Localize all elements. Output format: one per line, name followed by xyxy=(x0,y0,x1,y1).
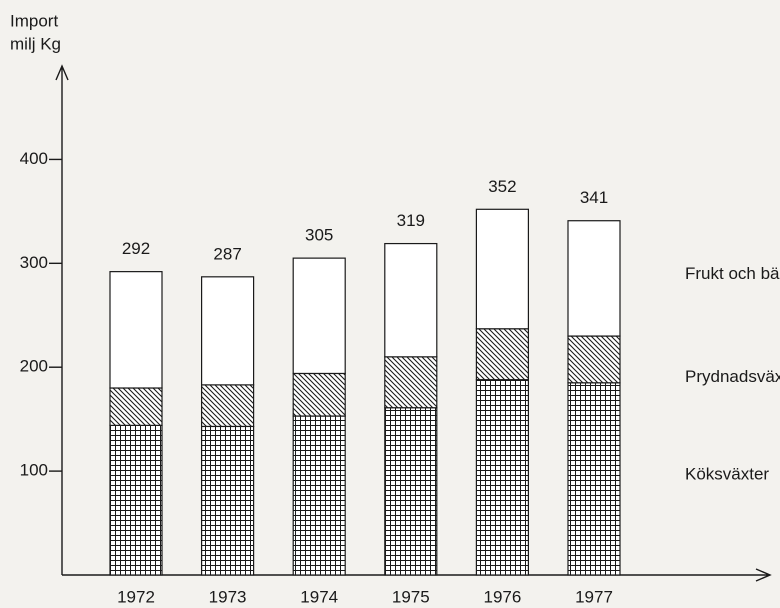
legend-label: Köksväxter xyxy=(685,464,769,483)
total-label: 341 xyxy=(580,188,608,207)
y-axis-label: milj Kg xyxy=(10,34,61,53)
total-label: 292 xyxy=(122,239,150,258)
y-tick-label: 100 xyxy=(20,461,48,480)
y-axis-label: Import xyxy=(10,11,58,30)
bar-segment xyxy=(292,257,346,375)
bar-segment xyxy=(292,372,346,417)
x-tick-label: 1972 xyxy=(117,587,155,606)
legend-label: Frukt och bär xyxy=(685,264,780,283)
bar-segment xyxy=(201,425,255,576)
total-label: 319 xyxy=(397,211,425,230)
y-tick-label: 400 xyxy=(20,149,48,168)
total-label: 352 xyxy=(488,177,516,196)
bar-segment xyxy=(109,387,163,426)
bar-segment xyxy=(109,424,163,576)
y-axis xyxy=(55,64,69,575)
bar-segment xyxy=(475,379,529,576)
y-tick-label: 200 xyxy=(20,357,48,376)
bar-segment xyxy=(475,328,529,381)
bar-segment xyxy=(201,276,255,386)
total-label: 305 xyxy=(305,226,333,245)
bar-segment xyxy=(567,382,621,576)
bar-segment xyxy=(384,407,438,576)
bar-segment xyxy=(384,242,438,358)
x-tick-label: 1977 xyxy=(575,587,613,606)
bar-segment xyxy=(109,271,163,389)
bar-segment xyxy=(292,415,346,576)
x-tick-label: 1975 xyxy=(392,587,430,606)
bar-segment xyxy=(384,356,438,409)
y-tick-label: 300 xyxy=(20,253,48,272)
bar-segment xyxy=(567,335,621,384)
legend-label: Prydnadsväxter xyxy=(685,367,780,386)
total-label: 287 xyxy=(213,244,241,263)
x-tick-label: 1976 xyxy=(483,587,521,606)
bar-segment xyxy=(567,220,621,337)
x-tick-label: 1974 xyxy=(300,587,338,606)
x-tick-label: 1973 xyxy=(209,587,247,606)
bar-segment xyxy=(475,208,529,330)
bar-segment xyxy=(201,384,255,428)
